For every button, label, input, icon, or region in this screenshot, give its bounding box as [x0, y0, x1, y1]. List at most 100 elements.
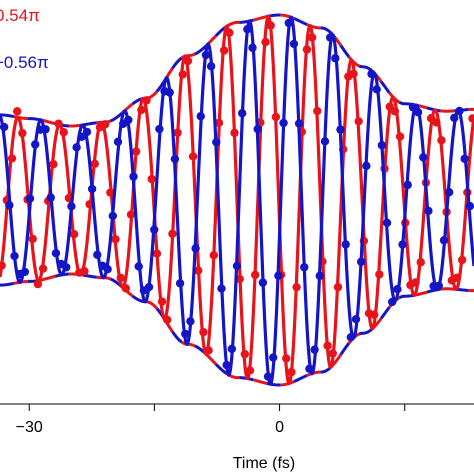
- data-point-blue: [372, 85, 381, 94]
- data-point-red: [168, 229, 177, 238]
- data-point-red: [100, 120, 110, 129]
- data-point-red: [49, 160, 58, 169]
- data-point-blue: [315, 271, 324, 281]
- data-point-blue: [382, 218, 392, 228]
- data-point-red: [7, 154, 17, 163]
- plot-area: [0, 13, 474, 387]
- data-point-blue: [170, 154, 180, 164]
- data-point-blue: [356, 257, 366, 266]
- data-point-blue: [460, 154, 469, 163]
- legend-entry-red: 0.54π: [0, 6, 40, 25]
- data-point-blue: [403, 180, 412, 190]
- data-point-blue: [150, 225, 159, 234]
- data-point-red: [375, 270, 384, 279]
- data-point-red: [432, 118, 441, 127]
- data-point-blue: [336, 125, 345, 134]
- data-point-red: [173, 128, 182, 137]
- data-point-blue: [20, 267, 30, 277]
- legend-entry-blue: −0.56π: [0, 53, 49, 72]
- data-point-blue: [434, 281, 443, 290]
- data-point-red: [240, 349, 250, 359]
- data-point-red: [188, 152, 198, 161]
- data-point-red: [323, 341, 332, 350]
- data-point-blue: [393, 285, 402, 294]
- data-point-blue: [191, 244, 200, 253]
- data-point-blue: [408, 102, 418, 112]
- data-point-red: [266, 21, 275, 30]
- data-point-blue: [51, 248, 61, 258]
- data-point-red: [416, 258, 425, 267]
- data-point-red: [90, 159, 100, 169]
- data-point-blue: [206, 62, 216, 71]
- data-point-red: [390, 107, 400, 116]
- data-point-red: [204, 346, 213, 355]
- data-point-blue: [129, 172, 138, 181]
- data-point-red: [457, 255, 467, 265]
- data-point-blue: [320, 137, 330, 146]
- data-point-red: [54, 119, 63, 128]
- data-point-blue: [31, 140, 40, 149]
- data-point-blue: [243, 25, 252, 34]
- data-point-red: [33, 279, 43, 289]
- data-point-red: [80, 267, 89, 276]
- data-point-blue: [310, 345, 319, 354]
- x-ticks: −30 0: [16, 404, 406, 436]
- data-point-red: [282, 354, 291, 363]
- data-point-blue: [424, 206, 433, 216]
- data-point-blue: [87, 184, 97, 194]
- data-point-red: [261, 37, 270, 47]
- data-point-red: [328, 349, 337, 358]
- data-point-blue: [175, 279, 185, 288]
- data-point-red: [59, 128, 68, 137]
- data-point-blue: [258, 278, 268, 287]
- data-point-blue: [269, 353, 278, 362]
- data-point-red: [452, 273, 462, 282]
- data-point-blue: [413, 108, 423, 117]
- data-point-blue: [300, 263, 309, 272]
- data-point-red: [142, 96, 151, 105]
- data-point-red: [230, 128, 239, 138]
- x-axis-label: Time (fs): [233, 455, 296, 472]
- data-point-blue: [155, 124, 164, 134]
- data-point-blue: [279, 118, 288, 128]
- data-point-blue: [398, 240, 407, 249]
- data-point-blue: [113, 137, 123, 147]
- data-point-red: [163, 315, 172, 325]
- data-point-red: [354, 117, 363, 126]
- data-point-blue: [263, 372, 273, 381]
- data-point-blue: [144, 282, 154, 292]
- data-point-blue: [419, 153, 428, 162]
- data-point-blue: [325, 33, 335, 42]
- data-point-blue: [351, 315, 361, 324]
- data-point-red: [137, 105, 146, 115]
- data-point-blue: [367, 69, 376, 79]
- data-point-blue: [25, 194, 35, 203]
- data-point-red: [313, 106, 322, 116]
- data-point-red: [157, 297, 167, 306]
- data-point-blue: [5, 201, 14, 210]
- data-point-red: [18, 128, 27, 138]
- data-point-red: [28, 234, 37, 244]
- data-point-blue: [362, 161, 371, 171]
- data-point-blue: [222, 360, 231, 370]
- data-point-blue: [444, 188, 454, 197]
- data-point-blue: [134, 262, 143, 271]
- data-point-blue: [232, 261, 242, 271]
- data-point-blue: [237, 109, 247, 118]
- data-point-blue: [82, 127, 92, 137]
- data-point-blue: [201, 50, 211, 60]
- data-point-red: [437, 136, 446, 145]
- data-point-blue: [465, 201, 474, 211]
- data-point-blue: [227, 344, 237, 354]
- x-tick-label: −30: [16, 419, 43, 436]
- x-tick-label: 0: [275, 419, 284, 436]
- data-point-red: [111, 235, 120, 244]
- legend: 0.54π −0.56π: [0, 6, 49, 72]
- data-point-red: [333, 282, 343, 292]
- data-point-red: [0, 261, 6, 270]
- data-point-red: [126, 210, 136, 219]
- data-point-blue: [305, 364, 314, 373]
- envelope-upper-red: [0, 13, 474, 128]
- data-point-blue: [274, 271, 283, 280]
